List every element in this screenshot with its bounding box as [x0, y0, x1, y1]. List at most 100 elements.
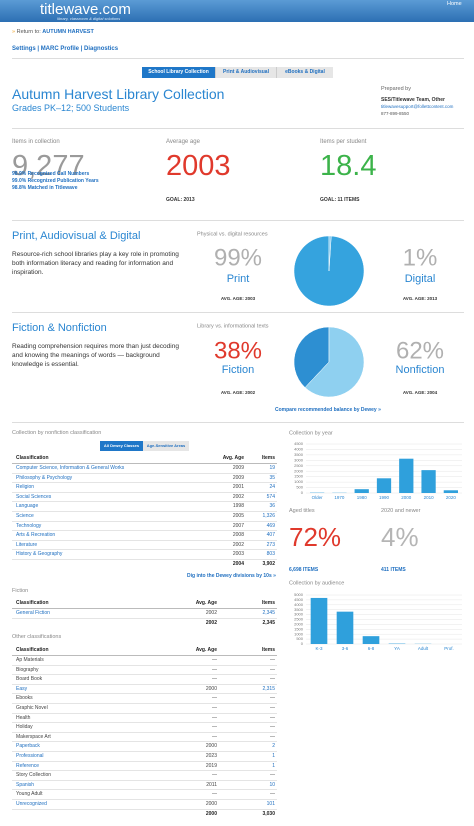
y-tick-label: 1000	[294, 479, 304, 484]
chart-title: Physical vs. digital resources	[197, 231, 268, 237]
row-items[interactable]: 273	[266, 541, 275, 548]
row-name[interactable]: Religion	[16, 484, 35, 491]
stat-goal: GOAL: 11 ITEMS	[320, 197, 360, 203]
row-name[interactable]: Reference	[16, 762, 40, 769]
row-items[interactable]: 10	[269, 781, 275, 788]
y-tick-label: 0	[301, 490, 304, 495]
row-name: Holiday	[16, 724, 33, 731]
bar	[336, 611, 354, 644]
stat-value: 2003	[166, 150, 231, 182]
row-name[interactable]: Language	[16, 503, 39, 510]
tab[interactable]: Print & Audiovisual	[215, 67, 276, 78]
row-items[interactable]: 19	[269, 465, 275, 471]
row-age: 2002	[232, 541, 244, 548]
x-tick-label: Prof.	[444, 646, 454, 651]
divider	[12, 128, 464, 129]
total-age: 2000	[205, 810, 217, 817]
row-age: 2000	[205, 801, 217, 807]
row-items[interactable]: 407	[266, 532, 275, 539]
row-line	[12, 530, 277, 532]
y-tick-label: 2000	[294, 621, 304, 626]
y-tick-label: 4000	[294, 447, 304, 452]
row-name[interactable]: Literature	[16, 541, 38, 548]
chart-title: Collection by year	[289, 430, 333, 436]
row-age: —	[212, 772, 217, 779]
dewey-link[interactable]: Dig into the Dewey divisions by 10s »	[187, 573, 276, 579]
row-name: Biography	[16, 666, 39, 673]
row-line	[12, 539, 277, 541]
row-items[interactable]: 2,345	[262, 610, 275, 616]
row-name[interactable]: Paperback	[16, 743, 40, 750]
row-name[interactable]: Arts & Recreation	[16, 532, 56, 539]
pie-value-label: 99%	[214, 244, 262, 271]
row-name[interactable]: Philosophy & Psychology	[16, 474, 73, 481]
row-name: Makerspace Art	[16, 733, 51, 740]
filter-button[interactable]: All Dewey Classes	[100, 441, 143, 451]
row-name[interactable]: Spanish	[16, 781, 35, 788]
row-line	[12, 712, 277, 714]
nav-link[interactable]: MARC Profile	[40, 46, 80, 52]
row-items[interactable]: 469	[266, 522, 275, 529]
row-name[interactable]: General Fiction	[16, 610, 50, 616]
aged-label: Aged titles	[289, 508, 315, 514]
row-items: —	[270, 772, 275, 779]
prepared-email[interactable]: titlewavesupport@follettcontent.com	[381, 104, 454, 109]
row-name[interactable]: Professional	[16, 753, 44, 759]
row-name[interactable]: Science	[16, 513, 34, 519]
return-link[interactable]: AUTUMN HARVEST	[42, 29, 94, 35]
pie-slice	[304, 326, 365, 398]
row-items[interactable]: 2,315	[262, 685, 275, 692]
row-line	[12, 770, 277, 772]
row-name[interactable]: Easy	[16, 685, 28, 692]
x-tick-label: 2000	[401, 495, 412, 500]
y-tick-label: 5000	[294, 592, 304, 597]
row-items[interactable]: 803	[266, 551, 275, 558]
logo[interactable]: titlewave.com	[40, 1, 131, 18]
row-name[interactable]: Computer Science, Information & General …	[16, 465, 125, 471]
row-line	[12, 674, 277, 676]
tab[interactable]: eBooks & Digital	[276, 67, 333, 78]
compare-link[interactable]: Compare recommended balance by Dewey »	[275, 407, 381, 413]
prepared-phone: 877-899-8550	[381, 111, 410, 116]
recognition-stat[interactable]: 99.0% Recognized Publication Years	[12, 178, 99, 184]
row-items[interactable]: 35	[269, 474, 275, 481]
home-link[interactable]: Home	[447, 1, 462, 7]
row-items[interactable]: 1,326	[262, 513, 275, 519]
aged-items[interactable]: 411 ITEMS	[381, 567, 406, 573]
row-name[interactable]: Technology	[16, 522, 42, 529]
row-name[interactable]: Social Sciences	[16, 493, 52, 500]
page-subtitle: Grades PK–12; 500 Students	[12, 103, 130, 113]
recognition-stat[interactable]: 98.8% Matched in Titlewave	[12, 185, 78, 191]
recognition-stat[interactable]: 98.9% Recognized Call Numbers	[12, 171, 90, 177]
y-tick-label: 1000	[294, 631, 304, 636]
row-items: —	[270, 733, 275, 740]
row-line	[12, 693, 277, 695]
row-line	[12, 491, 277, 493]
nav-link[interactable]: Diagnostics	[84, 46, 119, 52]
row-line	[12, 751, 277, 752]
row-items[interactable]: 2	[272, 743, 275, 750]
row-name[interactable]: Unrecognized	[16, 801, 47, 807]
row-items[interactable]: 24	[269, 484, 275, 491]
tab[interactable]: School Library Collection	[142, 67, 215, 78]
row-items[interactable]: 36	[269, 503, 275, 510]
chart-title: Library vs. informational texts	[197, 323, 269, 329]
bar	[310, 597, 328, 644]
row-name[interactable]: History & Geography	[16, 551, 63, 558]
row-age: 2001	[232, 484, 244, 491]
row-name: Health	[16, 714, 31, 721]
row-items[interactable]: 1	[272, 762, 275, 769]
row-items[interactable]: 101	[266, 801, 275, 807]
filter-button[interactable]: Age-Sensitive Areas	[143, 441, 189, 451]
bar	[362, 636, 380, 644]
row-items[interactable]: 574	[266, 493, 275, 500]
row-age: 2009	[232, 465, 244, 471]
aged-items[interactable]: 6,698 ITEMS	[289, 567, 319, 573]
row-items[interactable]: 1	[272, 753, 275, 759]
section-text: Reading comprehension requires more than…	[12, 343, 179, 368]
x-tick-label: Adult	[418, 646, 429, 651]
nav-link[interactable]: Settings	[12, 46, 36, 52]
table-title: Collection by nonfiction classification	[12, 430, 102, 436]
y-tick-label: 3500	[294, 607, 304, 612]
